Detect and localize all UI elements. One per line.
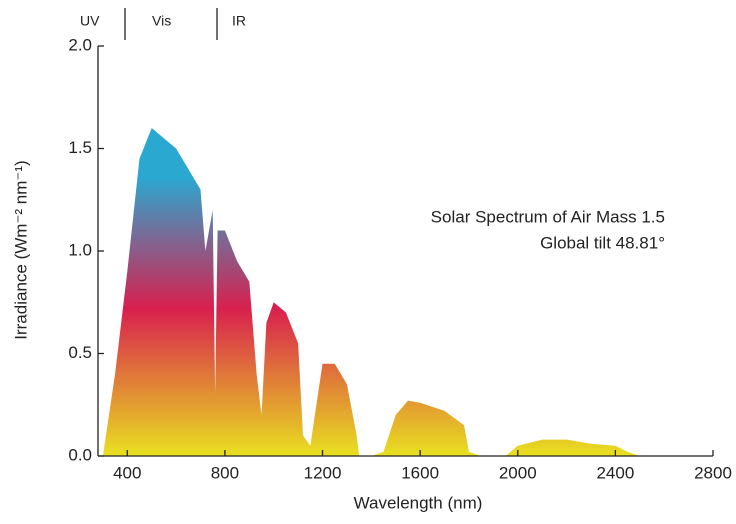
x-tick-label: 400 (113, 463, 141, 482)
x-tick-label: 1200 (304, 463, 342, 482)
x-axis-label: Wavelength (nm) (354, 493, 483, 512)
spectrum-area (102, 128, 640, 456)
annotation: IR (232, 13, 246, 29)
x-tick-label: 2800 (694, 463, 732, 482)
y-tick-label: 2.0 (68, 35, 92, 54)
y-axis-label: Irradiance (Wm⁻² nm⁻¹) (11, 160, 30, 339)
x-tick-label: 1600 (401, 463, 439, 482)
annotation: Solar Spectrum of Air Mass 1.5 (431, 207, 665, 226)
x-tick-label: 2000 (499, 463, 537, 482)
x-tick-label: 800 (211, 463, 239, 482)
x-tick-label: 2400 (596, 463, 634, 482)
y-tick-label: 0.5 (68, 343, 92, 362)
annotation: Vis (152, 13, 171, 29)
annotation: UV (80, 13, 100, 29)
annotation: Global tilt 48.81° (540, 233, 665, 252)
y-tick-label: 0.0 (68, 445, 92, 464)
y-tick-label: 1.5 (68, 138, 92, 157)
y-tick-label: 1.0 (68, 240, 92, 259)
